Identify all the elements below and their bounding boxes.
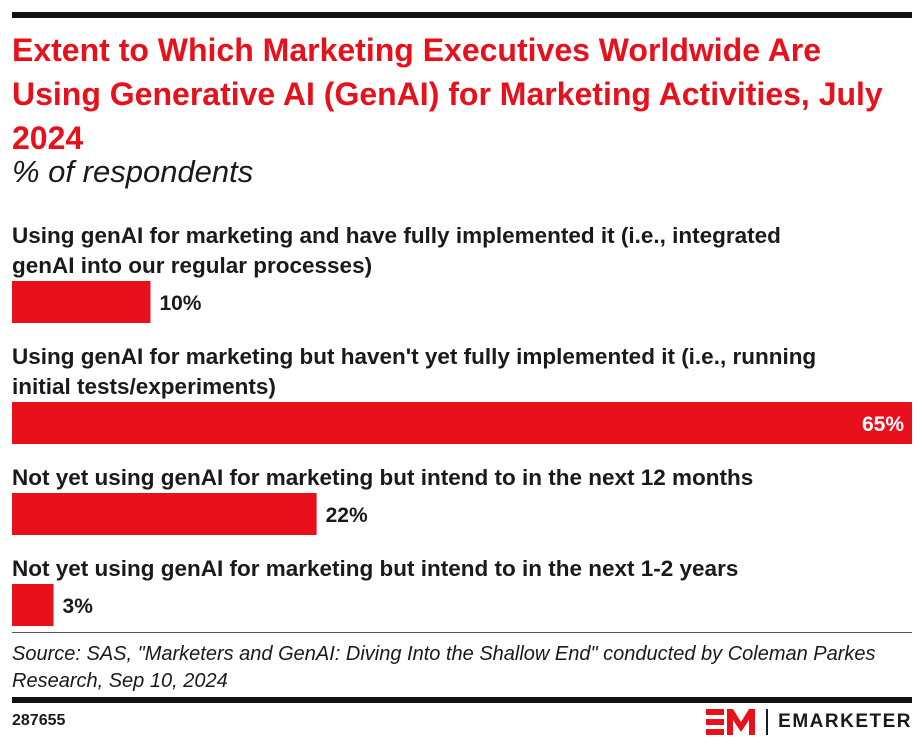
- bar-chart: Using genAI for marketing and have fully…: [12, 223, 912, 626]
- category-label: Not yet using genAI for marketing but in…: [12, 556, 738, 581]
- category-label: Using genAI for marketing but haven't ye…: [12, 344, 816, 369]
- value-label: 22%: [326, 504, 368, 527]
- brand-lockup[interactable]: EMARKETER: [706, 706, 912, 738]
- footer-rule: [12, 697, 912, 703]
- category-label: initial tests/experiments): [12, 374, 276, 399]
- source-divider: [12, 632, 912, 633]
- emarketer-logo-icon: [706, 709, 756, 735]
- brand-separator: [766, 709, 769, 735]
- brand-name: EMARKETER: [778, 711, 912, 732]
- category-label: Not yet using genAI for marketing but in…: [12, 465, 753, 490]
- chart-id: 287655: [12, 712, 66, 729]
- source-note: Source: SAS, "Marketers and GenAI: Divin…: [12, 643, 876, 692]
- value-label: 10%: [159, 292, 201, 315]
- chart-title: Extent to Which Marketing Executives Wor…: [12, 32, 883, 156]
- category-label: Using genAI for marketing and have fully…: [12, 223, 781, 248]
- bar: [12, 493, 317, 535]
- chart-subtitle: % of respondents: [12, 154, 254, 189]
- value-label: 65%: [862, 413, 904, 436]
- bar: [12, 281, 151, 323]
- value-label: 3%: [63, 595, 94, 618]
- top-rule: [12, 12, 912, 18]
- category-label: genAI into our regular processes): [12, 253, 372, 278]
- bar: [12, 402, 912, 444]
- bar: [12, 584, 54, 626]
